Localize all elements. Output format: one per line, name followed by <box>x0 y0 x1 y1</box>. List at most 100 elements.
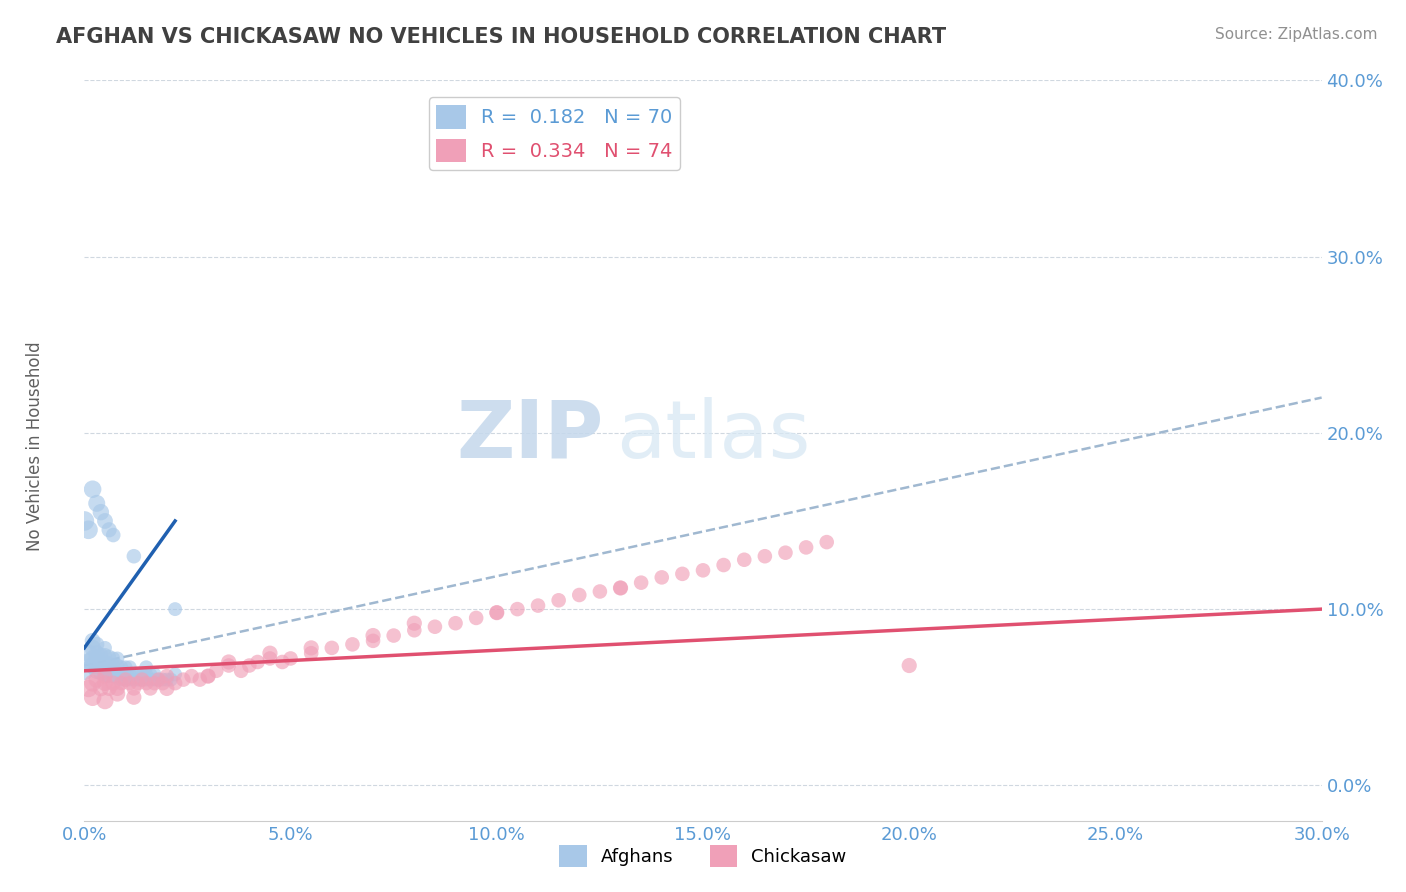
Point <box>172 673 194 687</box>
Point <box>86 646 108 660</box>
Legend: Afghans, Chickasaw: Afghans, Chickasaw <box>553 838 853 874</box>
Point <box>180 669 202 683</box>
Point <box>86 496 108 510</box>
Point <box>506 602 529 616</box>
Point <box>86 658 108 673</box>
Point <box>135 667 157 681</box>
Point <box>86 637 108 651</box>
Point <box>547 593 569 607</box>
Point <box>148 673 170 687</box>
Point <box>77 523 100 537</box>
Point <box>90 655 112 669</box>
Point <box>103 651 125 665</box>
Point <box>127 667 149 681</box>
Point <box>110 676 132 690</box>
Point <box>98 669 121 683</box>
Point <box>259 646 281 660</box>
Point <box>114 667 136 681</box>
Point <box>94 667 117 681</box>
Point <box>122 673 145 687</box>
Point <box>259 651 281 665</box>
Point <box>90 660 112 674</box>
Point <box>135 673 157 687</box>
Legend: R =  0.182   N = 70, R =  0.334   N = 74: R = 0.182 N = 70, R = 0.334 N = 74 <box>429 97 681 170</box>
Point <box>86 651 108 665</box>
Point <box>131 667 153 681</box>
Point <box>94 648 117 662</box>
Point <box>103 528 125 542</box>
Point <box>118 673 141 687</box>
Point <box>218 655 240 669</box>
Point <box>82 633 104 648</box>
Point <box>165 667 187 681</box>
Point <box>122 549 145 564</box>
Point <box>86 664 108 678</box>
Point <box>465 611 488 625</box>
Point <box>485 606 508 620</box>
Point <box>122 667 145 681</box>
Point <box>444 616 467 631</box>
Point <box>105 665 128 680</box>
Point <box>118 660 141 674</box>
Point <box>90 665 112 680</box>
Point <box>90 505 112 519</box>
Point <box>131 673 153 687</box>
Point <box>143 676 166 690</box>
Point <box>205 664 228 678</box>
Point <box>94 514 117 528</box>
Point <box>94 655 117 669</box>
Point <box>135 660 157 674</box>
Point <box>98 649 121 664</box>
Point <box>299 640 322 655</box>
Point <box>609 581 631 595</box>
Point <box>98 657 121 671</box>
Point <box>98 523 121 537</box>
Point <box>794 541 817 555</box>
Point <box>568 588 591 602</box>
Point <box>361 633 384 648</box>
Point <box>651 570 673 584</box>
Point <box>105 671 128 685</box>
Point <box>271 655 294 669</box>
Point <box>103 669 125 683</box>
Point <box>423 620 446 634</box>
Text: AFGHAN VS CHICKASAW NO VEHICLES IN HOUSEHOLD CORRELATION CHART: AFGHAN VS CHICKASAW NO VEHICLES IN HOUSE… <box>56 27 946 46</box>
Point <box>114 673 136 687</box>
Point <box>404 616 426 631</box>
Point <box>94 640 117 655</box>
Point <box>218 658 240 673</box>
Point <box>98 681 121 696</box>
Point <box>143 673 166 687</box>
Point <box>165 676 187 690</box>
Point <box>754 549 776 564</box>
Point <box>105 687 128 701</box>
Point <box>165 602 187 616</box>
Point <box>527 599 550 613</box>
Point <box>321 640 343 655</box>
Point <box>156 681 179 696</box>
Point <box>94 676 117 690</box>
Point <box>82 658 104 673</box>
Point <box>139 673 162 687</box>
Point <box>404 624 426 638</box>
Point <box>139 681 162 696</box>
Point <box>127 673 149 687</box>
Text: Source: ZipAtlas.com: Source: ZipAtlas.com <box>1215 27 1378 42</box>
Point <box>98 664 121 678</box>
Point <box>197 669 219 683</box>
Point <box>246 655 269 669</box>
Point <box>671 566 693 581</box>
Point <box>94 669 117 683</box>
Point <box>152 673 174 687</box>
Text: No Vehicles in Household: No Vehicles in Household <box>27 341 44 551</box>
Point <box>82 482 104 496</box>
Point <box>82 676 104 690</box>
Point <box>77 646 100 660</box>
Point <box>160 673 183 687</box>
Point <box>342 637 364 651</box>
Text: atlas: atlas <box>616 397 811 475</box>
Point <box>122 681 145 696</box>
Text: ZIP: ZIP <box>457 397 605 475</box>
Point <box>238 658 260 673</box>
Point <box>114 673 136 687</box>
